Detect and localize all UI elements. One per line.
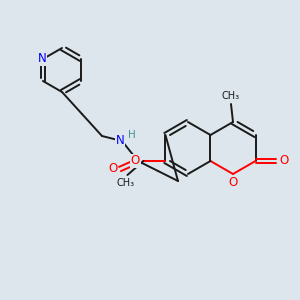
Text: N: N: [116, 134, 124, 148]
Text: N: N: [38, 52, 46, 65]
Text: O: O: [108, 163, 118, 176]
Text: CH₃: CH₃: [116, 178, 134, 188]
Text: CH₃: CH₃: [222, 91, 240, 101]
Text: O: O: [228, 176, 238, 190]
Text: O: O: [131, 154, 140, 167]
Text: H: H: [128, 130, 136, 140]
Text: O: O: [279, 154, 288, 167]
